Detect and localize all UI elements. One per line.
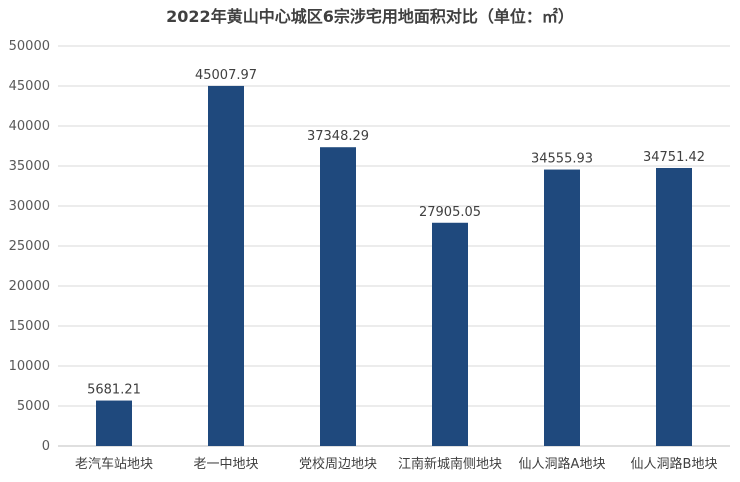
y-axis: 0 5000 10000 15000 20000 25000 30000 35000 40000…: [9, 39, 50, 454]
y-tick-label: 15000: [9, 319, 50, 334]
data-label: 34555.93: [531, 152, 593, 167]
y-tick-label: 10000: [9, 359, 50, 374]
data-label: 27905.05: [419, 205, 481, 220]
bars: [96, 85, 692, 447]
y-tick-label: 35000: [9, 159, 50, 174]
bar: [96, 400, 132, 446]
y-tick-label: 5000: [17, 399, 50, 414]
x-tick-label: 老一中地块: [193, 457, 258, 472]
y-tick-label: 25000: [9, 239, 50, 254]
x-tick-label: 仙人洞路B地块: [631, 456, 718, 472]
y-tick-label: 40000: [9, 119, 50, 134]
y-tick-label: 0: [42, 439, 50, 454]
data-labels: 5681.21 45007.97 37348.29 27905.05 34555.93 3…: [87, 68, 705, 398]
bar: [432, 222, 468, 446]
data-label: 5681.21: [87, 383, 141, 398]
x-tick-label: 党校周边地块: [299, 456, 377, 472]
data-label: 37348.29: [307, 129, 369, 144]
x-axis: 老汽车站地块 老一中地块 党校周边地块 江南新城南侧地块 仙人洞路A地块 仙人洞路B地块: [75, 456, 717, 472]
y-tick-label: 20000: [9, 279, 50, 294]
chart-title: 2022年黄山中心城区6宗涉宅用地面积对比（单位：㎡）: [166, 7, 574, 26]
y-tick-label: 50000: [9, 39, 50, 54]
data-label: 45007.97: [195, 68, 257, 83]
bar: [320, 147, 356, 446]
grid-lines: [58, 45, 730, 447]
x-tick-label: 老汽车站地块: [75, 456, 153, 472]
x-tick-label: 仙人洞路A地块: [519, 456, 606, 472]
data-label: 34751.42: [643, 150, 705, 165]
y-tick-label: 45000: [9, 79, 50, 94]
bar: [208, 85, 244, 446]
bar: [544, 169, 580, 447]
bar: [656, 167, 692, 446]
x-tick-label: 江南新城南侧地块: [398, 456, 502, 472]
y-tick-label: 30000: [9, 199, 50, 214]
